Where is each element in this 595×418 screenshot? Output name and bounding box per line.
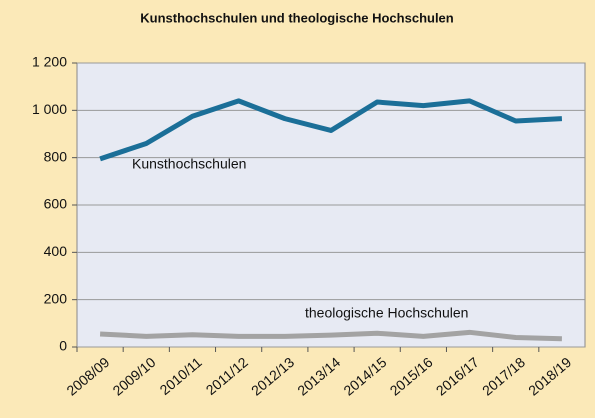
series-line: [99, 329, 562, 342]
series-line: [99, 98, 563, 162]
y-tick-label: 400: [44, 243, 68, 259]
y-tick-label: 200: [44, 290, 68, 306]
y-tick-label: 800: [44, 148, 68, 164]
y-tick-label: 600: [44, 196, 68, 212]
y-tick-label: 0: [59, 338, 67, 354]
y-tick-label: 1 200: [32, 54, 67, 70]
y-tick-label: 1 000: [32, 101, 67, 117]
series-label: theologische Hochschulen: [305, 305, 468, 321]
series-label: Kunsthochschulen: [132, 156, 246, 172]
chart-title: Kunsthochschulen und theologische Hochsc…: [140, 10, 454, 25]
